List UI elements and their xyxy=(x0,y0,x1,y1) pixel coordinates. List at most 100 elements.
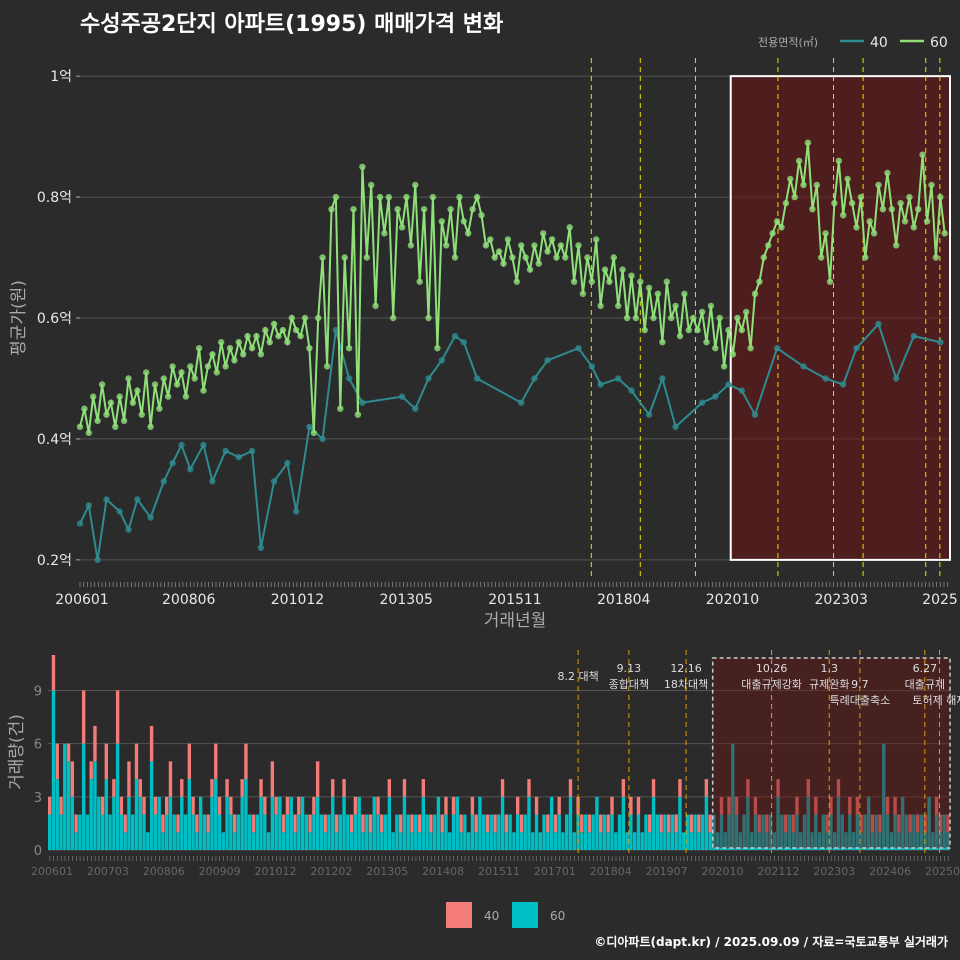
bar-40 xyxy=(368,814,373,833)
data-point-40 xyxy=(712,393,719,400)
data-point-60 xyxy=(94,417,101,424)
data-point-60 xyxy=(562,254,569,261)
bar-40 xyxy=(885,796,890,815)
data-point-40 xyxy=(178,441,185,449)
data-point-60 xyxy=(707,302,715,310)
data-point-60 xyxy=(222,363,229,370)
bar-60 xyxy=(334,832,339,850)
bar-60 xyxy=(198,796,203,850)
bar-40 xyxy=(855,796,860,815)
top-legend: 전용면적(㎡) 40 60 xyxy=(758,35,948,51)
bar-60 xyxy=(236,814,241,850)
bar-60 xyxy=(553,832,558,850)
data-point-40 xyxy=(147,514,154,521)
bar-40 xyxy=(878,814,882,833)
bar-40 xyxy=(897,814,901,833)
bar-40 xyxy=(398,814,403,833)
bar-60 xyxy=(927,796,931,850)
x-tick-label: 201511 xyxy=(478,865,520,878)
bar-40 xyxy=(376,796,380,815)
bar-60 xyxy=(644,814,648,850)
bar-60 xyxy=(383,814,388,850)
bar-40 xyxy=(870,814,875,833)
bar-60 xyxy=(89,779,93,850)
bar-40 xyxy=(263,796,267,815)
data-point-60 xyxy=(760,254,767,261)
bar-60 xyxy=(361,832,365,850)
data-point-60 xyxy=(165,393,172,400)
x-tick-label: 200703 xyxy=(87,865,129,878)
data-point-60 xyxy=(720,363,728,370)
bar-60 xyxy=(357,796,361,850)
data-point-60 xyxy=(390,314,397,322)
data-point-60 xyxy=(544,248,551,255)
data-point-60 xyxy=(818,254,825,261)
bar-60 xyxy=(376,814,380,850)
bar-60 xyxy=(693,814,697,850)
bar-60 xyxy=(410,832,414,850)
bar-40 xyxy=(168,761,173,797)
data-point-60 xyxy=(915,206,922,213)
bar-60 xyxy=(704,796,709,850)
bar-40 xyxy=(274,796,278,815)
bar-60 xyxy=(429,832,433,850)
bar-60 xyxy=(304,814,309,850)
data-point-60 xyxy=(323,363,331,370)
bar-60 xyxy=(300,796,305,850)
bar-40 xyxy=(568,779,573,797)
data-point-40 xyxy=(800,363,807,370)
bar-60 xyxy=(859,832,863,850)
bar-60 xyxy=(580,832,584,850)
bar-40 xyxy=(908,814,912,833)
bar-40 xyxy=(402,779,407,797)
bar-40 xyxy=(297,796,301,815)
bar-60 xyxy=(719,814,724,850)
data-point-60 xyxy=(495,248,503,255)
data-point-40 xyxy=(773,345,781,352)
data-point-60 xyxy=(270,320,278,328)
bar-40 xyxy=(697,814,701,833)
data-point-40 xyxy=(187,466,194,473)
bar-60 xyxy=(889,832,893,850)
bar-60 xyxy=(557,814,561,850)
bar-60 xyxy=(500,796,505,850)
data-point-60 xyxy=(716,314,723,322)
data-point-60 xyxy=(478,212,485,219)
bar-40 xyxy=(285,796,290,815)
bar-60 xyxy=(617,814,622,850)
top-series xyxy=(76,139,948,564)
bar-60 xyxy=(93,761,97,850)
bar-60 xyxy=(176,832,180,850)
data-point-60 xyxy=(306,345,313,352)
bar-60 xyxy=(406,814,410,850)
data-point-60 xyxy=(870,230,878,237)
data-point-40 xyxy=(575,345,582,352)
y-axis-label: 거래량(건) xyxy=(7,714,27,790)
bar-40 xyxy=(859,814,863,833)
bar-40 xyxy=(946,814,950,833)
bar-40 xyxy=(485,814,490,833)
bar-60 xyxy=(912,814,916,850)
bar-40 xyxy=(519,814,524,833)
policy-annotation: 토허제 해제 xyxy=(912,693,960,707)
bar-60 xyxy=(659,832,663,850)
bar-40 xyxy=(795,796,799,815)
x-tick-label: 201804 xyxy=(597,592,651,608)
data-point-60 xyxy=(522,254,529,261)
data-point-60 xyxy=(941,230,948,237)
bar-40 xyxy=(206,814,210,833)
bar-40 xyxy=(187,743,192,780)
data-point-40 xyxy=(588,363,595,370)
bar-40 xyxy=(776,779,780,797)
bar-60 xyxy=(240,796,244,850)
bar-60 xyxy=(78,814,82,850)
data-point-60 xyxy=(253,332,260,340)
bar-60 xyxy=(493,832,497,850)
data-point-60 xyxy=(301,314,309,322)
bar-60 xyxy=(900,796,905,850)
bar-40 xyxy=(81,690,86,744)
data-point-60 xyxy=(394,206,401,213)
data-point-40 xyxy=(270,478,278,485)
bar-60 xyxy=(365,814,369,850)
chart-title: 수성주공2단지 아파트(1995) 매매가격 변화 xyxy=(80,12,504,37)
